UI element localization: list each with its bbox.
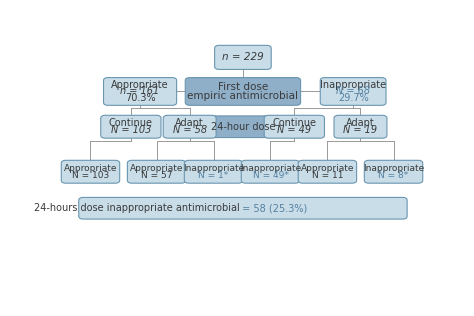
Text: Appropriate: Appropriate [301, 164, 354, 173]
Text: Appropriate: Appropriate [64, 164, 117, 173]
Text: Inappropriate: Inappropriate [320, 80, 386, 90]
Text: N = 58: N = 58 [173, 125, 207, 136]
Text: 29.7%: 29.7% [338, 93, 368, 103]
FancyBboxPatch shape [103, 78, 177, 105]
Text: N = 57: N = 57 [141, 171, 173, 180]
FancyBboxPatch shape [184, 160, 243, 183]
FancyBboxPatch shape [334, 115, 387, 138]
Text: empiric antimicrobial: empiric antimicrobial [187, 91, 299, 101]
FancyBboxPatch shape [241, 160, 300, 183]
Text: Continue: Continue [109, 118, 153, 128]
Text: 24-hours dose inappropriate antimicrobial: 24-hours dose inappropriate antimicrobia… [34, 203, 239, 213]
Text: N = 49: N = 49 [277, 125, 311, 136]
Text: Inappropriate: Inappropriate [183, 164, 244, 173]
FancyBboxPatch shape [163, 115, 216, 138]
Text: N = 68: N = 68 [336, 87, 370, 96]
FancyBboxPatch shape [61, 160, 119, 183]
Text: N = 49*: N = 49* [253, 171, 288, 180]
Text: Adapt: Adapt [346, 118, 375, 128]
Text: Appropriate: Appropriate [111, 80, 169, 90]
Text: N = 8*: N = 8* [378, 171, 409, 180]
FancyBboxPatch shape [128, 160, 186, 183]
FancyBboxPatch shape [210, 116, 276, 137]
Text: N = 19: N = 19 [344, 125, 377, 136]
Text: n = 161: n = 161 [120, 87, 160, 96]
Text: N = 103: N = 103 [111, 125, 151, 136]
FancyBboxPatch shape [320, 78, 386, 105]
Text: n = 229: n = 229 [222, 52, 264, 62]
Text: N = 11: N = 11 [312, 171, 343, 180]
Text: 70.3%: 70.3% [125, 93, 155, 103]
Text: N = 1*: N = 1* [199, 171, 228, 180]
FancyBboxPatch shape [298, 160, 356, 183]
Text: = 58 (25.3%): = 58 (25.3%) [239, 203, 308, 213]
FancyBboxPatch shape [215, 45, 271, 70]
Text: Inappropriate: Inappropriate [363, 164, 424, 173]
Text: Continue: Continue [273, 118, 316, 128]
FancyBboxPatch shape [101, 115, 161, 138]
Text: Appropriate: Appropriate [130, 164, 183, 173]
Text: Adapt: Adapt [175, 118, 204, 128]
FancyBboxPatch shape [264, 115, 325, 138]
FancyBboxPatch shape [185, 78, 301, 105]
Text: 24-hour dose: 24-hour dose [210, 122, 275, 132]
Text: Inappropriate: Inappropriate [240, 164, 301, 173]
FancyBboxPatch shape [79, 198, 407, 219]
FancyBboxPatch shape [365, 160, 423, 183]
Text: First dose: First dose [218, 82, 268, 92]
Text: N = 103: N = 103 [72, 171, 109, 180]
